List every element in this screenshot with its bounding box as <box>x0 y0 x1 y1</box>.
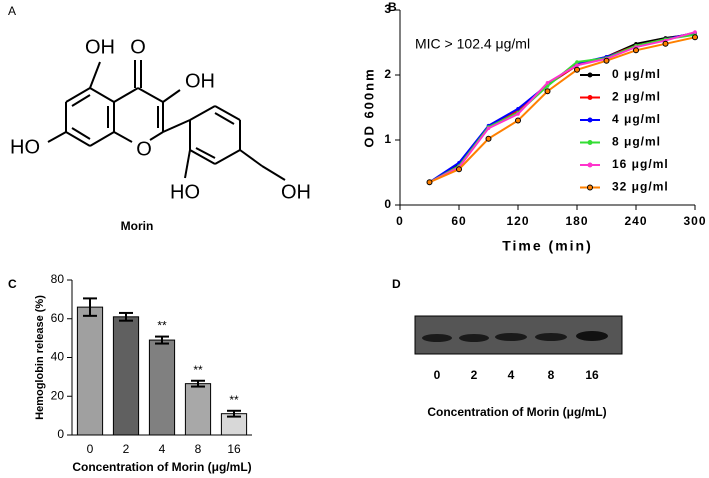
point <box>633 47 639 54</box>
blot-band <box>535 333 567 341</box>
point <box>456 166 462 173</box>
point <box>693 30 697 34</box>
morin-structure: A OH O OH HO O HO OH Morin <box>8 4 311 233</box>
significance-label: ** <box>229 393 239 407</box>
atom-label: O <box>136 138 152 160</box>
compound-name: Morin <box>121 219 154 233</box>
atom-label: HO <box>10 136 40 158</box>
x-axis-label: Concentration of Morin (μg/mL) <box>72 460 251 474</box>
point <box>692 34 698 41</box>
point <box>603 57 610 64</box>
blot-band <box>576 331 608 341</box>
atom-label: OH <box>281 181 311 203</box>
legend-label: 32 μg/ml <box>612 180 669 194</box>
blot-band <box>459 334 489 342</box>
legend-marker <box>587 184 593 191</box>
point <box>485 135 492 142</box>
y-tick-label: 40 <box>51 350 65 364</box>
blot-band <box>422 334 452 342</box>
series-line <box>429 36 696 184</box>
x-tick-label: 8 <box>195 442 202 456</box>
panel-label: A <box>8 4 16 18</box>
y-axis-label: Hemoglobin release (%) <box>34 295 46 420</box>
x-axis-label: Concentration of Morin (μg/mL) <box>427 405 606 419</box>
annotation: MIC > 102.4 μg/ml <box>415 36 530 52</box>
lane-label: 16 <box>585 368 599 382</box>
atom-label: HO <box>170 181 200 203</box>
y-tick-label: 20 <box>51 388 65 402</box>
point <box>662 40 669 47</box>
y-tick-label: 3 <box>384 2 391 16</box>
significance-label: ** <box>157 319 167 333</box>
legend-marker <box>587 162 593 168</box>
point <box>575 60 579 64</box>
y-tick-label: 0 <box>57 427 64 441</box>
x-tick-label: 60 <box>451 214 466 228</box>
lane-label: 2 <box>471 368 478 382</box>
lane-label: 4 <box>508 368 515 382</box>
x-tick-label: 16 <box>227 442 241 456</box>
x-tick-label: 180 <box>565 214 588 228</box>
point <box>516 107 520 111</box>
bar <box>184 383 212 436</box>
legend-label: 16 μg/ml <box>612 157 669 171</box>
x-tick-label: 120 <box>506 214 529 228</box>
x-tick-label: 0 <box>87 442 94 456</box>
bar <box>112 316 140 436</box>
point <box>544 88 551 95</box>
y-tick-label: 60 <box>51 311 65 325</box>
lane-label: 0 <box>434 368 441 382</box>
x-tick-label: 0 <box>396 214 404 228</box>
panel-label: B <box>388 0 397 14</box>
legend-label: 4 μg/ml <box>612 112 661 126</box>
point <box>516 112 520 116</box>
panel-label: C <box>8 277 17 291</box>
lane-label: 8 <box>548 368 555 382</box>
y-axis-label: OD 600nm <box>361 67 376 147</box>
point <box>426 179 433 186</box>
bar <box>148 339 176 436</box>
legend-marker <box>587 140 593 145</box>
blot-band <box>495 333 527 341</box>
point <box>486 126 491 131</box>
y-tick-label: 1 <box>384 132 391 146</box>
legend-label: 8 μg/ml <box>612 135 661 149</box>
legend-marker <box>587 72 593 78</box>
point <box>515 117 521 124</box>
x-tick-label: 4 <box>159 442 166 456</box>
atom-label: O <box>130 36 146 58</box>
bar <box>76 306 104 436</box>
y-tick-label: 0 <box>384 197 391 211</box>
point <box>574 66 580 73</box>
legend-marker <box>587 95 593 100</box>
y-tick-label: 80 <box>51 272 65 286</box>
atom-label: OH <box>185 70 215 92</box>
point <box>575 63 579 68</box>
legend-label: 2 μg/ml <box>612 90 661 104</box>
x-tick-label: 240 <box>624 214 647 228</box>
x-axis-label: Time (min) <box>502 238 593 254</box>
series-line <box>429 31 696 184</box>
significance-label: ** <box>193 363 203 377</box>
legend-marker <box>587 117 593 123</box>
blot: D Concentration of Morin (μg/mL) <box>392 277 623 419</box>
legend-label: 0 μg/ml <box>612 67 661 81</box>
y-tick-label: 2 <box>384 67 391 81</box>
point <box>545 81 550 85</box>
atom-label: OH <box>85 36 115 58</box>
x-tick-label: 2 <box>123 442 130 456</box>
x-tick-label: 300 <box>683 214 706 228</box>
panel-label: D <box>392 277 401 291</box>
